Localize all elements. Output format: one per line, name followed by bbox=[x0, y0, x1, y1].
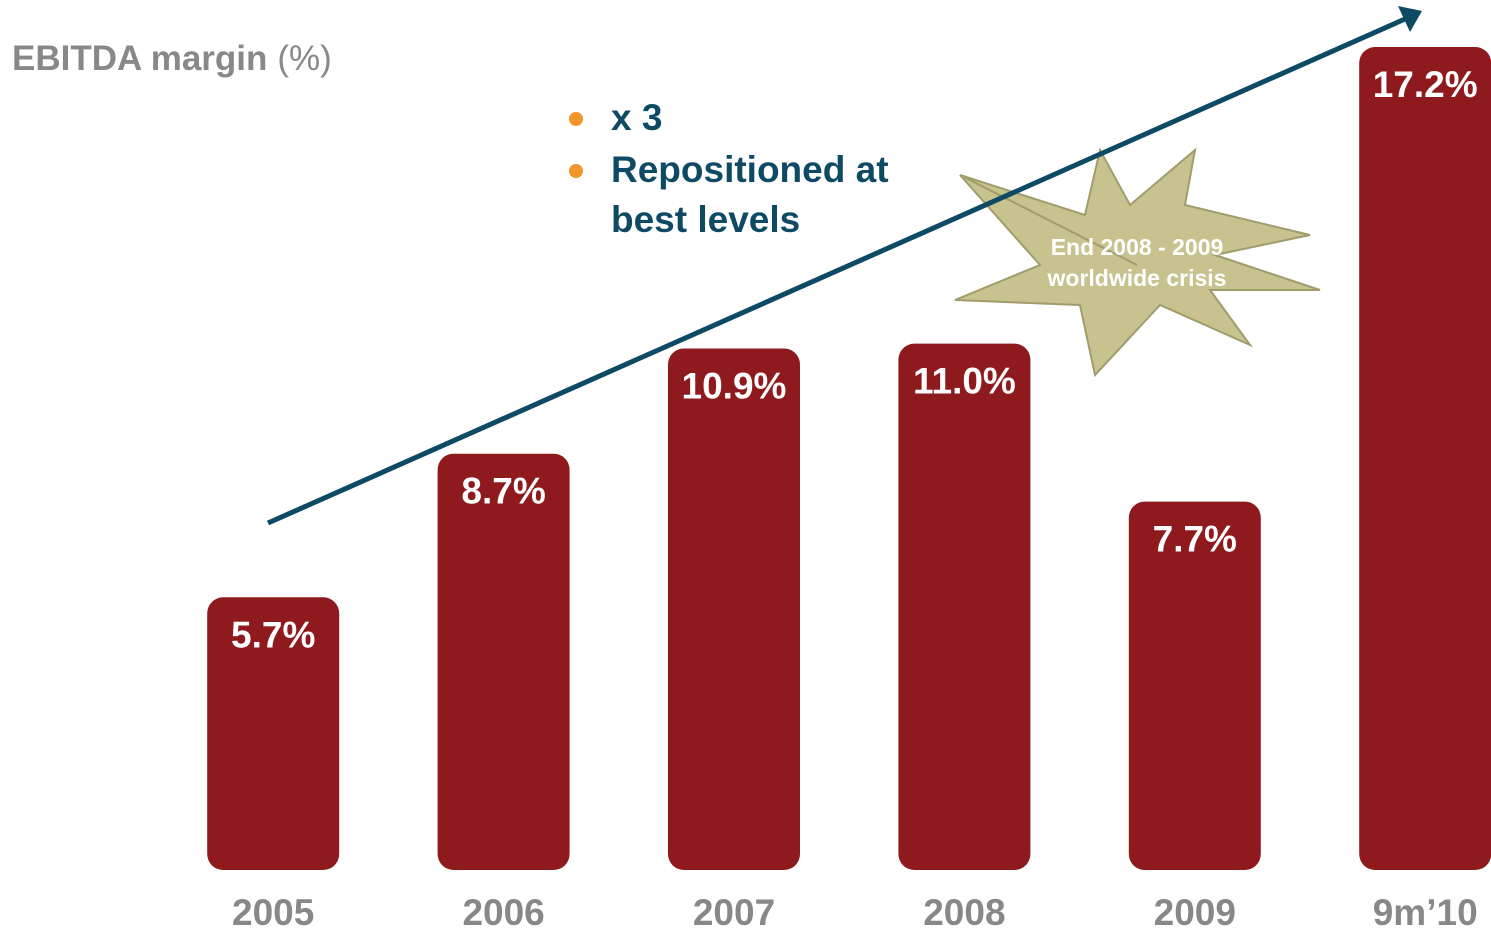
x-tick-label: 2009 bbox=[1154, 892, 1236, 931]
bar bbox=[207, 597, 340, 870]
bullet: Repositioned at best levels bbox=[569, 145, 911, 245]
bar bbox=[898, 343, 1031, 870]
value-label: 8.7% bbox=[461, 471, 545, 512]
x-tick-label: 2008 bbox=[923, 892, 1005, 931]
value-label: 5.7% bbox=[231, 614, 315, 655]
starburst bbox=[954, 147, 1321, 378]
title: EBITDA margin bbox=[12, 39, 267, 78]
x-tick-label: 2006 bbox=[462, 892, 544, 931]
arrow-head bbox=[1398, 6, 1422, 32]
bar bbox=[1128, 501, 1261, 870]
bar bbox=[437, 453, 570, 870]
unit: (%) bbox=[277, 39, 331, 78]
value-label: 17.2% bbox=[1373, 64, 1478, 105]
bar bbox=[1359, 47, 1491, 870]
bullet: x 3 bbox=[569, 93, 911, 143]
crisis-label: End 2008 - 2009 worldwide crisis bbox=[1047, 234, 1227, 291]
trend-arrow bbox=[266, 16, 1407, 526]
x-tick-label: 9m’10 bbox=[1373, 892, 1478, 931]
value-label: 10.9% bbox=[682, 365, 787, 406]
x-tick-label: 2007 bbox=[693, 892, 775, 931]
bar bbox=[668, 348, 800, 871]
value-label: 7.7% bbox=[1153, 519, 1237, 560]
x-tick-label: 2005 bbox=[232, 892, 314, 931]
chart-title: EBITDA margin (%) bbox=[12, 39, 332, 78]
value-label: 11.0% bbox=[913, 361, 1016, 402]
